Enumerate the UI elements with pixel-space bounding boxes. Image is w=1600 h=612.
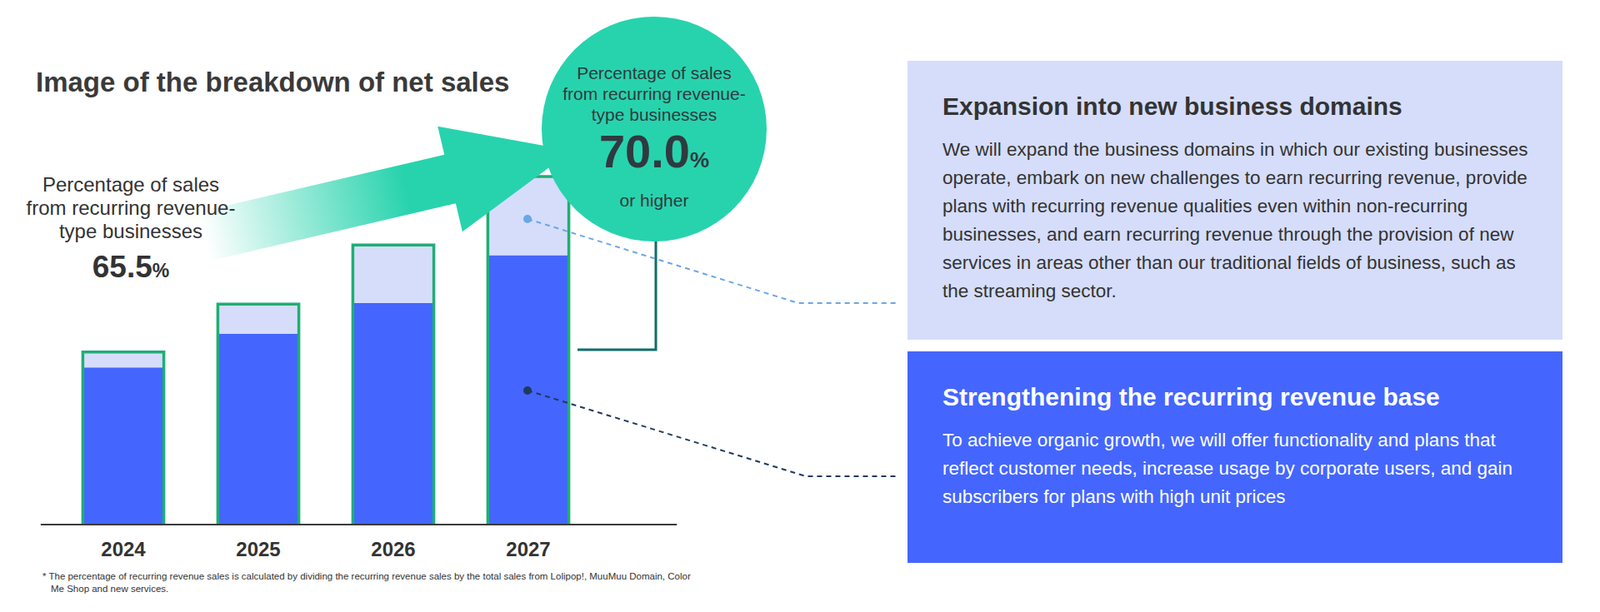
html-text:* The percentage of recurring: * The percentage of recurring revenue sa… [42,571,691,595]
html-text:type businesses: type businesses [591,105,717,125]
html-text:Percentage of sales: Percentage of sales [42,173,220,196]
svg-text:2027: 2027 [505,538,550,561]
html-text:from recurring revenue-: from recurring revenue- [26,196,236,220]
html-text:70.0: 70.0 [599,125,690,178]
html-text:65.5%: 65.5% [92,250,170,285]
svg-text:2025: 2025 [235,538,280,561]
html-text:Percentage of sales: Percentage of sales [576,63,732,83]
html-text:or higher: or higher [619,190,689,210]
svg-text:2026: 2026 [370,538,415,561]
html-text:from recurring revenue-: from recurring revenue- [562,84,746,104]
html-text:To achieve organic growth, we: To achieve organic growth, we will offer… [942,430,1513,508]
svg-text:2024: 2024 [100,538,146,561]
html-text:type businesses: type businesses [59,220,203,243]
html-text:Expansion into new business do: Expansion into new business domains [942,92,1403,120]
html-text:Strengthening the recurring re: Strengthening the recurring revenue base [942,383,1440,411]
html-text:We will expand the business do: We will expand the business domains in w… [942,139,1528,302]
html-text:Image of the breakdown of net: Image of the breakdown of net sales [35,66,510,98]
